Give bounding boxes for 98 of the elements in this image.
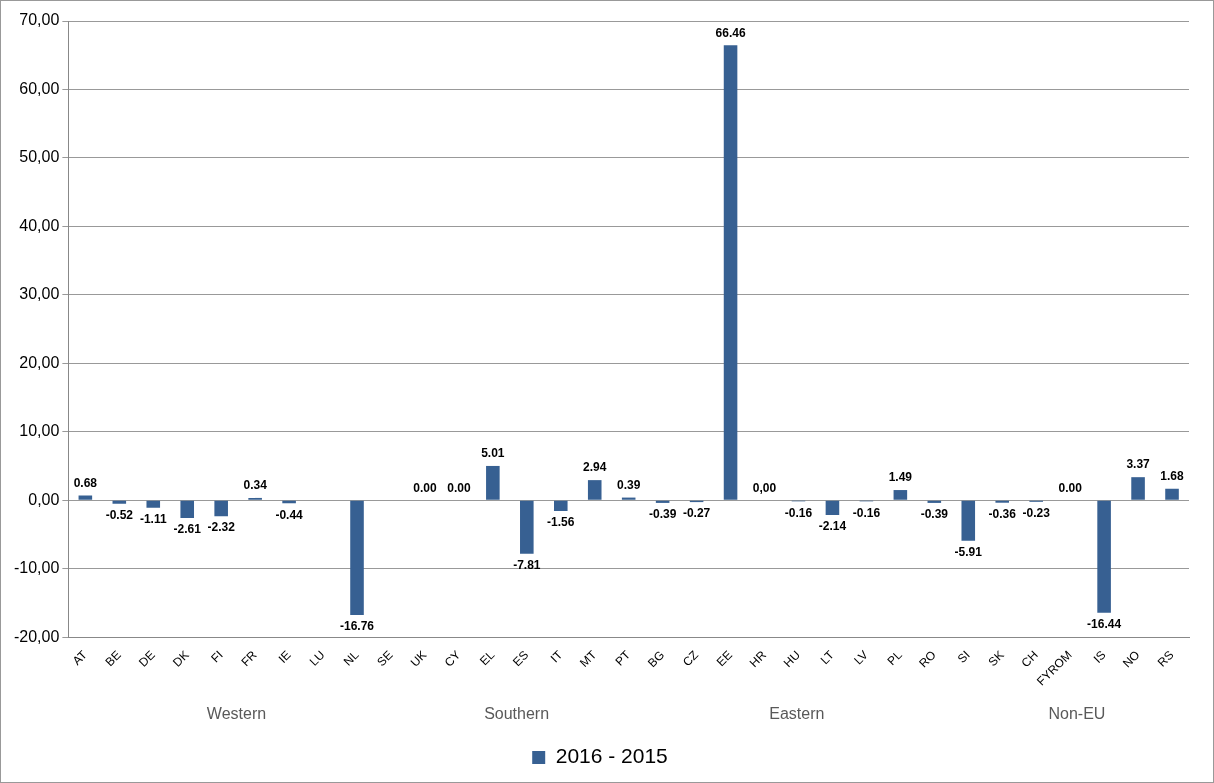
y-tick-label: 20,00 <box>19 353 60 371</box>
bar <box>893 490 908 500</box>
bar <box>927 500 942 503</box>
data-label: 66.46 <box>715 25 746 40</box>
bar <box>214 500 228 517</box>
x-tick-label: CZ <box>679 647 702 670</box>
x-tick-label: SE <box>374 647 396 670</box>
y-tick-label: 30,00 <box>19 285 60 303</box>
data-label: 0.68 <box>73 475 98 490</box>
bar <box>486 465 500 500</box>
x-tick-label: ES <box>510 647 532 670</box>
x-tick-label: RS <box>1154 647 1177 670</box>
data-label: 0.00 <box>413 480 437 495</box>
text: Western <box>206 705 267 723</box>
bar <box>350 500 364 615</box>
x-tick-label: CH <box>1018 647 1041 670</box>
bar <box>825 500 840 515</box>
y-tick-label: -10,00 <box>13 559 60 577</box>
x-tick-label: AT <box>69 647 91 668</box>
text: Non-EU <box>1048 705 1106 723</box>
x-tick-label: UK <box>407 647 430 670</box>
x-tick-label: SI <box>954 647 973 666</box>
data-label: 1.49 <box>888 470 913 485</box>
bar <box>621 497 636 500</box>
x-tick-label: BG <box>644 647 668 670</box>
y-tick-label: -20,00 <box>13 627 60 645</box>
x-tick-label: BE <box>102 647 124 670</box>
y-tick-label: 50,00 <box>19 148 60 166</box>
x-tick-label: NO <box>1119 647 1143 671</box>
data-label: -0.39 <box>648 507 677 522</box>
bar <box>112 500 127 504</box>
data-label: -0.23 <box>1022 506 1051 521</box>
bar <box>1131 477 1145 500</box>
data-label: -7.81 <box>513 558 541 573</box>
y-tick-label: 10,00 <box>19 422 60 440</box>
x-tick-label: IT <box>547 647 566 666</box>
data-label: -1.56 <box>547 515 575 530</box>
bar <box>520 500 534 554</box>
bar <box>961 500 976 541</box>
bar <box>1165 488 1179 500</box>
data-label: -0.27 <box>682 506 711 521</box>
x-tick-label: LV <box>851 647 871 668</box>
x-tick-label: PL <box>884 647 906 669</box>
data-label: -5.91 <box>954 545 983 560</box>
data-label: -0.16 <box>852 505 881 520</box>
x-tick-label: EE <box>713 647 736 670</box>
legend-label: 2016 - 2015 <box>555 744 668 768</box>
data-label: 2.94 <box>583 460 607 475</box>
x-tick-label: LU <box>306 647 328 669</box>
x-tick-label: FI <box>208 647 226 666</box>
text: Southern <box>484 705 550 723</box>
data-label: -0.36 <box>988 507 1017 522</box>
data-label: 0.00 <box>447 480 471 495</box>
bar <box>655 500 670 503</box>
y-tick-label: 0,00 <box>28 490 60 508</box>
x-tick-label: DK <box>170 647 192 670</box>
text: Eastern <box>769 705 825 723</box>
x-tick-label: HU <box>780 647 803 670</box>
y-tick-label: 60,00 <box>19 79 60 97</box>
bar <box>723 45 738 500</box>
x-tick-label: IE <box>275 647 294 666</box>
x-tick-label: DE <box>136 647 158 670</box>
data-label: 0,00 <box>752 480 777 495</box>
x-tick-label: MT <box>577 647 600 670</box>
x-tick-label: FR <box>238 647 260 670</box>
data-label: -1.11 <box>139 512 167 527</box>
x-tick-label: SK <box>985 647 1007 670</box>
data-label: 1.68 <box>1160 469 1185 484</box>
x-tick-label: EL <box>477 647 498 669</box>
data-label: -16.76 <box>340 619 375 634</box>
data-label: 0.34 <box>243 478 268 493</box>
bar <box>180 500 195 519</box>
data-label: 0.39 <box>617 477 641 492</box>
bar <box>553 500 568 511</box>
data-label: -2.61 <box>173 522 202 537</box>
data-label: 0.00 <box>1058 480 1083 495</box>
x-tick-label: CY <box>441 647 464 670</box>
x-tick-label: HR <box>746 647 770 670</box>
data-label: -16.44 <box>1087 617 1122 632</box>
x-tick-label: IS <box>1090 647 1109 666</box>
bar <box>587 480 602 500</box>
x-tick-label: LT <box>817 647 838 668</box>
y-tick-label: 70,00 <box>19 11 60 29</box>
data-label: -2.14 <box>818 519 847 534</box>
x-tick-label: PT <box>612 647 634 669</box>
bar <box>146 500 161 508</box>
data-label: -0.52 <box>105 508 134 523</box>
x-tick-label: NL <box>340 647 362 669</box>
x-tick-label: RO <box>916 647 939 671</box>
bar <box>78 495 93 500</box>
bar <box>1097 500 1111 613</box>
y-tick-label: 40,00 <box>19 216 60 234</box>
data-label: -2.32 <box>207 520 236 535</box>
data-label: 5.01 <box>481 446 505 461</box>
data-label: 3.37 <box>1126 457 1151 472</box>
data-label: -0.16 <box>784 505 813 520</box>
data-label: -0.44 <box>275 507 304 522</box>
data-label: -0.39 <box>920 507 949 522</box>
